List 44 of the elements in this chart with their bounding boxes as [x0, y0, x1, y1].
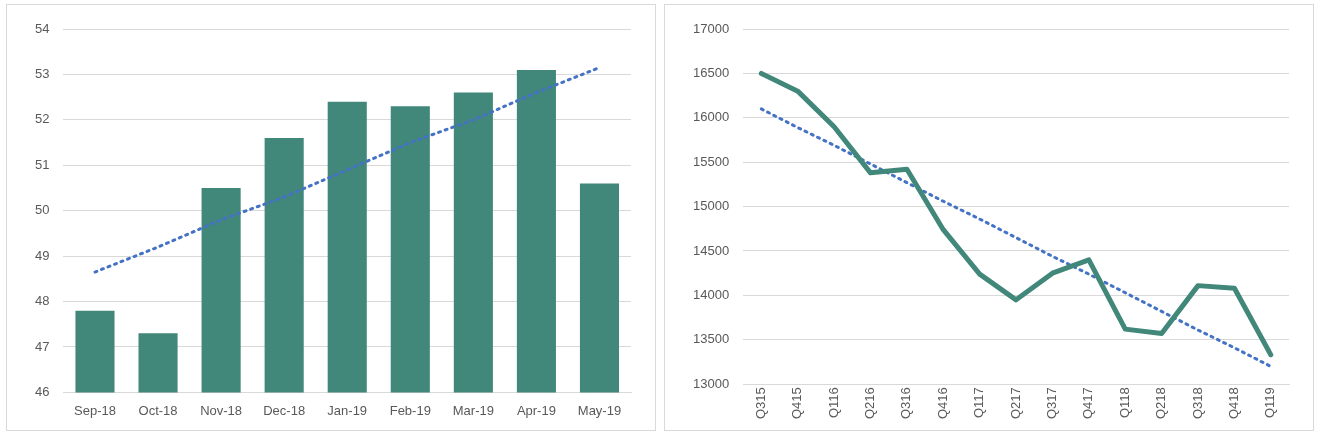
line-series — [759, 107, 1273, 368]
x-tick-label: May-19 — [577, 402, 622, 418]
x-tick-label: Q318 — [1189, 387, 1205, 420]
x-tick-label: Q315 — [752, 387, 768, 420]
y-tick-label: 46 — [34, 383, 50, 399]
x-tick-label: Q218 — [1153, 387, 1169, 420]
y-tick-label: 53 — [34, 66, 50, 81]
x-tick-label: Q316 — [898, 387, 914, 420]
x-tick-label: Q216 — [862, 387, 878, 420]
y-tick-label: 54 — [34, 20, 50, 36]
x-tick-label: Jan-19 — [327, 402, 368, 418]
x-tick-label: Q119 — [1262, 387, 1278, 419]
y-tick-label: 49 — [34, 247, 50, 263]
y-tick-label: 14500 — [692, 242, 730, 258]
x-tick-label: Q415 — [789, 387, 805, 420]
y-tick-label: 14000 — [692, 286, 730, 302]
y-tick-label: 15000 — [692, 198, 730, 214]
x-tick-label: Dec-18 — [263, 402, 306, 418]
x-tick-label: Q117 — [971, 387, 987, 419]
x-tick-label: Q416 — [934, 387, 950, 420]
y-tick-label: 50 — [34, 202, 50, 218]
x-tick-label: Oct-18 — [138, 402, 178, 418]
y-tick-label: 16500 — [692, 64, 730, 80]
y-tick-label: 47 — [34, 338, 50, 354]
x-tick-label: Feb-19 — [389, 402, 431, 418]
y-tick-label: 16000 — [692, 109, 730, 125]
y-tick-label: 13000 — [692, 375, 730, 391]
y-tick-label: 52 — [34, 111, 50, 127]
x-tick-label: Sep-18 — [74, 402, 116, 418]
y-tick-label: 48 — [34, 293, 50, 309]
y-tick-label: 15500 — [692, 153, 730, 169]
x-tick-label: Q418 — [1225, 387, 1241, 420]
y-tick-label: 17000 — [692, 20, 730, 36]
y-tick-label: 51 — [34, 156, 50, 172]
y-tick-label: 13500 — [692, 331, 730, 347]
x-tick-label: Q217 — [1007, 387, 1023, 420]
x-tick-label: Mar-19 — [452, 402, 494, 418]
x-tick-label: Q118 — [1116, 387, 1132, 419]
line-series — [93, 66, 601, 274]
x-tick-label: Q417 — [1080, 387, 1096, 420]
x-tick-label: Apr-19 — [516, 402, 556, 418]
x-tick-label: Nov-18 — [200, 402, 243, 418]
x-tick-label: Q116 — [825, 387, 841, 419]
x-tick-label: Q317 — [1044, 387, 1060, 420]
